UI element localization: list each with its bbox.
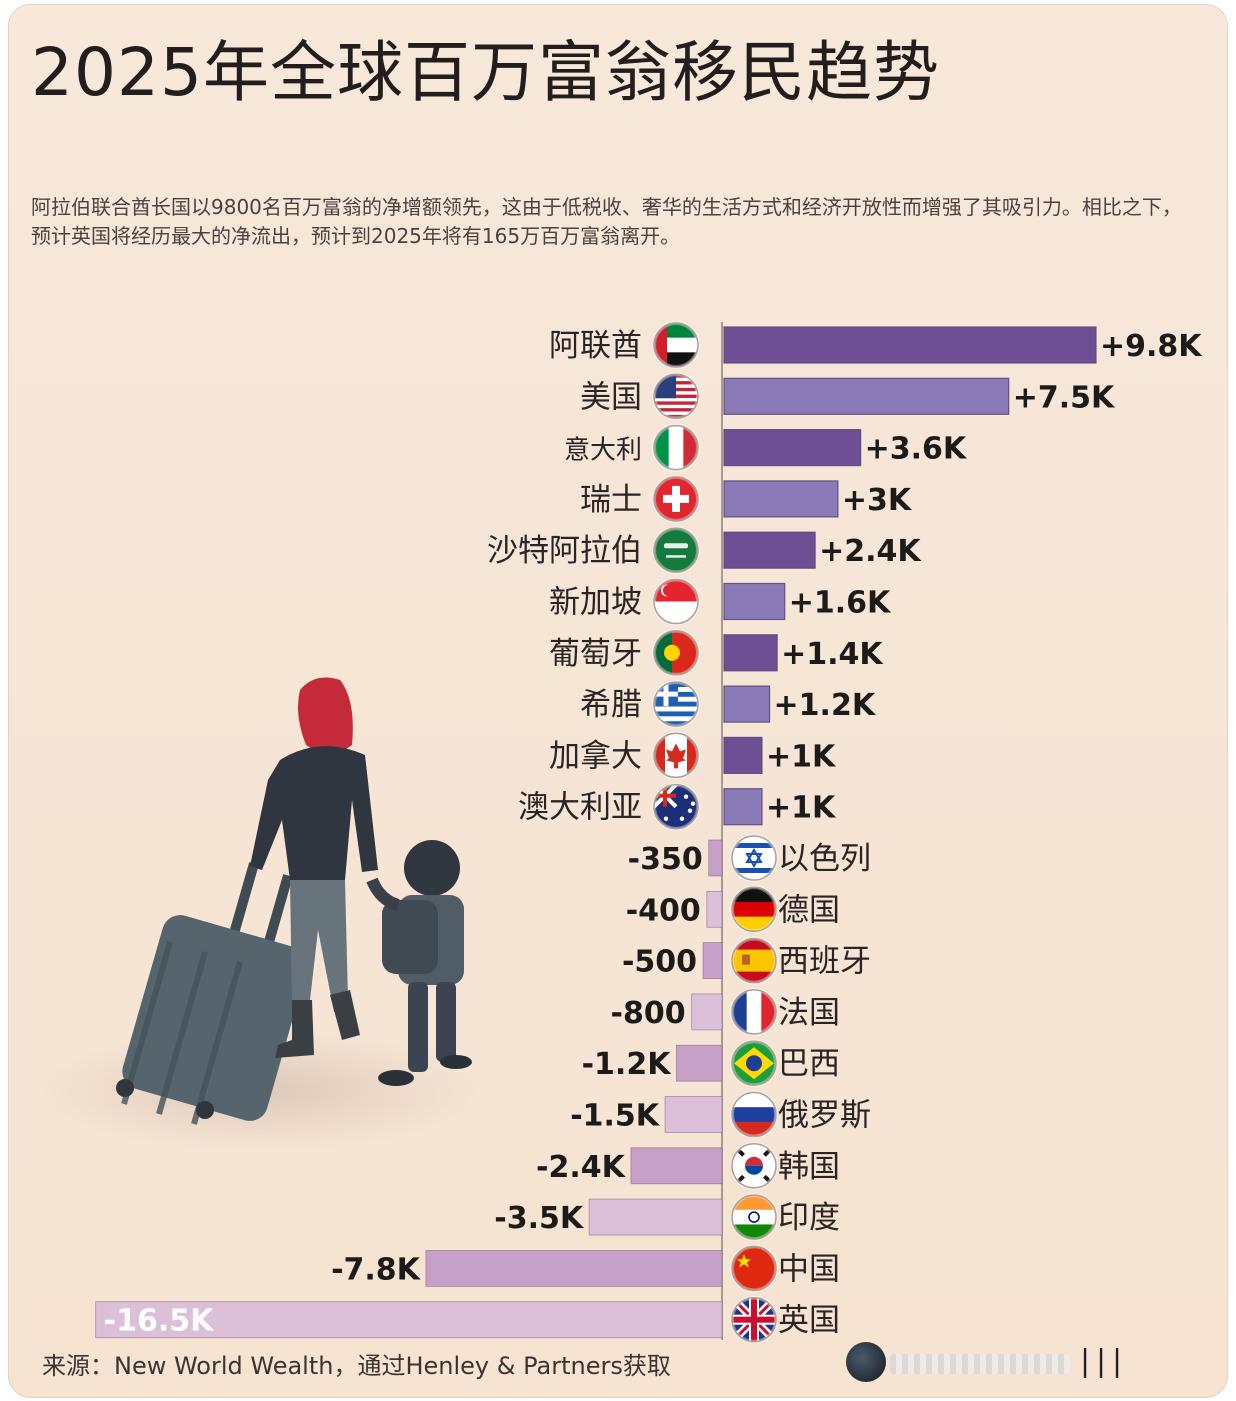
value-label-uae: +9.8K [1100,329,1203,364]
country-label-israel: 以色列 [778,841,871,877]
bar-switzerland [723,480,839,518]
india-flag-icon [730,1193,778,1242]
country-label-usa: 美国 [580,379,642,415]
value-label-russia: -1.5K [570,1099,661,1134]
russia-flag-icon [730,1090,778,1139]
country-label-uae: 阿联酋 [549,328,642,364]
value-label-italy: +3.6K [865,432,968,467]
woman-figure [250,677,378,1058]
usa-flag-icon [652,372,700,421]
bar-brazil [676,1044,723,1082]
value-label-saudi-arabia: +2.4K [819,534,922,569]
value-label-south-korea: -2.4K [536,1150,627,1185]
portugal-flag-icon [652,628,700,677]
south-korea-flag-icon [730,1141,778,1190]
country-label-italy: 意大利 [564,436,642,466]
bar-australia [723,788,763,826]
value-label-switzerland: +3K [842,483,913,518]
globe-icon [846,1342,886,1382]
country-label-china: 中国 [778,1251,840,1287]
value-label-portugal: +1.4K [781,637,884,672]
country-label-australia: 澳大利亚 [518,790,642,826]
country-label-saudi-arabia: 沙特阿拉伯 [487,533,642,569]
bar-usa [723,377,1010,415]
bar-singapore [723,582,786,621]
bar-portugal [723,634,778,672]
country-label-india: 印度 [778,1200,840,1236]
china-flag-icon [730,1244,778,1293]
country-label-brazil: 巴西 [778,1046,840,1082]
country-label-south-korea: 韩国 [778,1149,840,1185]
bar-saudi-arabia [723,531,816,569]
value-label-brazil: -1.2K [582,1047,673,1082]
woman-and-child-with-suitcase-illustration [40,677,480,1150]
bar-germany [706,890,723,928]
value-label-israel: -350 [628,842,703,877]
bar-spain [702,942,723,979]
bar-china [425,1250,723,1287]
bar-india [588,1198,723,1236]
uae-flag-icon [652,321,700,369]
country-label-singapore: 新加坡 [549,585,642,621]
switzerland-flag-icon [652,474,700,523]
watermark-credit: | | | [846,1340,1146,1384]
suitcase-icon [116,862,308,1125]
value-label-germany: -400 [626,893,701,928]
brazil-flag-icon [730,1039,778,1088]
singapore-flag-icon [652,577,700,626]
spain-flag-icon [730,936,778,985]
uk-flag-icon [730,1295,778,1344]
value-label-singapore: +1.6K [789,586,892,621]
bar-france [691,993,723,1031]
value-label-canada: +1K [766,739,837,774]
israel-flag-icon [730,834,778,882]
value-label-greece: +1.2K [774,688,877,723]
canada-flag-icon [652,731,700,780]
page-title: 2025年全球百万富翁移民趋势 [31,34,940,111]
child-figure [366,840,472,1086]
infographic-card: 2025年全球百万富翁移民趋势 阿拉伯联合酋长国以9800名百万富翁的净增额领先… [8,4,1228,1398]
country-label-switzerland: 瑞士 [580,482,642,518]
value-label-australia: +1K [766,791,837,826]
bar-israel [708,839,723,877]
germany-flag-icon [730,885,778,934]
value-label-spain: -500 [622,945,697,980]
value-label-usa: +7.5K [1013,380,1116,415]
france-flag-icon [730,987,778,1036]
value-label-france: -800 [611,996,686,1031]
bar-russia [664,1096,723,1133]
bar-italy [723,429,862,467]
country-label-uk: 英国 [778,1303,840,1339]
value-label-india: -3.5K [494,1201,585,1236]
country-label-russia: 俄罗斯 [778,1098,871,1134]
country-label-spain: 西班牙 [778,944,871,980]
saudi-arabia-flag-icon [652,526,700,575]
greece-flag-icon [652,680,700,729]
bar-uae [723,326,1097,364]
bar-south-korea [630,1147,723,1185]
country-label-portugal: 葡萄牙 [549,636,642,672]
country-label-greece: 希腊 [580,687,642,723]
australia-flag-icon [652,782,700,831]
source-note: 来源：New World Wealth，通过Henley & Partners获… [42,1352,671,1380]
country-label-france: 法国 [778,995,840,1031]
value-label-china: -7.8K [331,1252,422,1287]
value-label-uk: -16.5K [104,1304,215,1339]
page-subtitle: 阿拉伯联合酋长国以9800名百万富翁的净增额领先，这由于低税收、奢华的生活方式和… [31,195,1182,248]
italy-flag-icon [652,423,700,472]
bar-greece [723,685,771,723]
bar-canada [723,736,763,775]
country-label-germany: 德国 [778,892,840,928]
bar-uk [95,1301,723,1339]
country-label-canada: 加拿大 [549,738,642,774]
